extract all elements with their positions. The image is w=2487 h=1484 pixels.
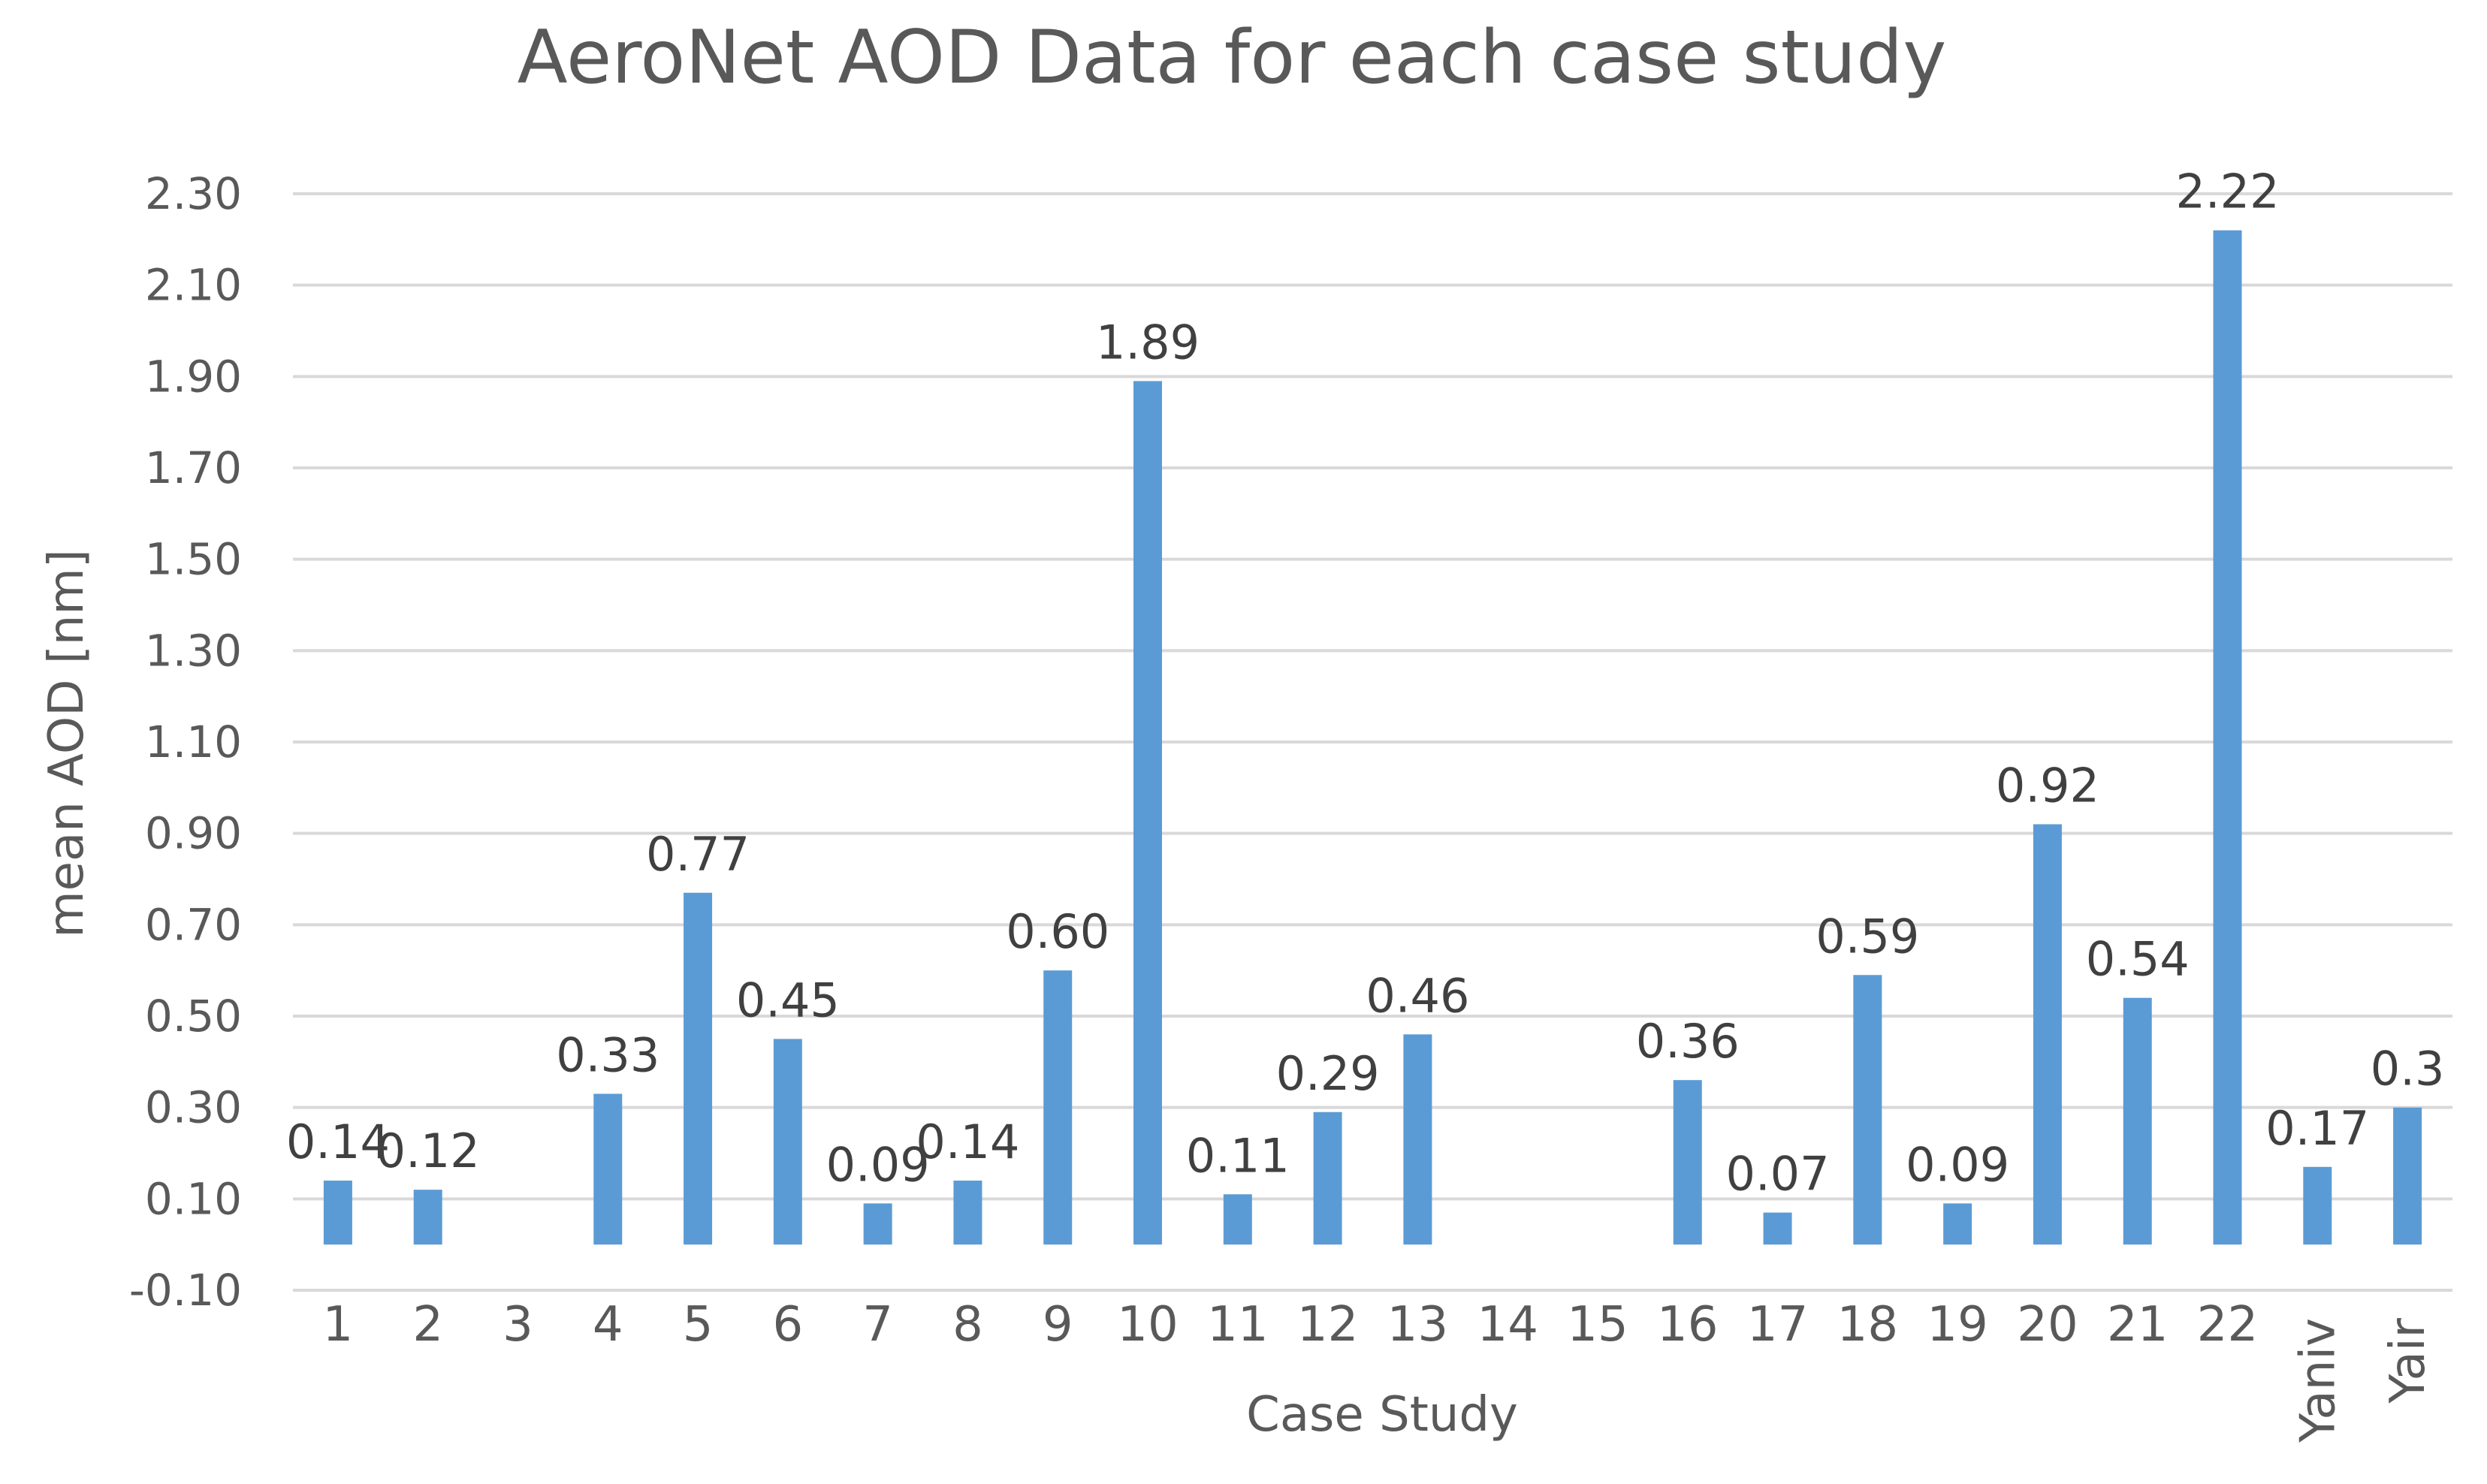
bar <box>413 1190 442 1245</box>
y-tick-label: 0.50 <box>145 991 242 1042</box>
bar <box>1043 970 1073 1245</box>
x-tick-label: 11 <box>1207 1297 1268 1353</box>
data-label: 0.11 <box>1186 1128 1290 1183</box>
bar <box>1133 381 1163 1245</box>
data-label: 0.07 <box>1726 1147 1830 1202</box>
data-label: 0.60 <box>1006 904 1109 959</box>
y-tick-label: 0.90 <box>145 808 242 859</box>
bar <box>1763 1212 1792 1245</box>
data-label: 0.14 <box>916 1115 1019 1169</box>
gridlines <box>293 192 2452 1292</box>
x-tick-label: 19 <box>1927 1297 1987 1353</box>
data-label: 0.29 <box>1276 1046 1380 1101</box>
y-axis-label: mean AOD [nm] <box>39 549 95 937</box>
x-tick-label: 14 <box>1477 1297 1538 1353</box>
y-tick-label: -0.10 <box>129 1265 242 1316</box>
y-tick-label: 2.30 <box>145 168 242 219</box>
data-label: 0.14 <box>286 1115 390 1169</box>
x-tick-label: 18 <box>1837 1297 1898 1353</box>
bar <box>1403 1034 1432 1245</box>
data-label: 0.54 <box>2086 932 2190 987</box>
data-label: 0.17 <box>2265 1101 2369 1156</box>
x-tick-label: Yair <box>2380 1317 2436 1404</box>
x-tick-label: 16 <box>1657 1297 1718 1353</box>
data-label: 0.09 <box>1906 1137 2009 1192</box>
bar <box>1853 975 1882 1245</box>
data-label: 0.12 <box>376 1124 480 1178</box>
x-tick-label: 10 <box>1117 1297 1178 1353</box>
bar <box>863 1203 892 1245</box>
data-label: 0.09 <box>826 1137 930 1192</box>
x-tick-label: 17 <box>1747 1297 1808 1353</box>
x-tick-label: 8 <box>952 1297 983 1353</box>
x-tick-label: 20 <box>2017 1297 2078 1353</box>
x-tick-label: 15 <box>1567 1297 1628 1353</box>
bar <box>953 1181 982 1245</box>
bar <box>684 892 713 1245</box>
data-label: 0.46 <box>1366 968 1469 1023</box>
bar <box>593 1093 623 1245</box>
x-tick-label: 1 <box>323 1297 354 1353</box>
x-tick-label: 7 <box>862 1297 893 1353</box>
data-label: 2.22 <box>2175 164 2279 219</box>
bar <box>2303 1166 2332 1245</box>
data-label: 0.45 <box>736 973 840 1027</box>
bar <box>1673 1080 1702 1245</box>
data-label: 0.33 <box>556 1027 659 1082</box>
bar <box>1943 1203 1972 1245</box>
bar <box>2033 824 2062 1245</box>
y-tick-label: 1.70 <box>145 442 242 493</box>
x-tick-label: 12 <box>1297 1297 1358 1353</box>
y-tick-label: 0.30 <box>145 1082 242 1133</box>
bar <box>2393 1107 2422 1245</box>
x-tick-label: 4 <box>593 1297 623 1353</box>
x-tick-label: 9 <box>1043 1297 1073 1353</box>
y-tick-label: 1.50 <box>145 534 242 585</box>
data-labels: 0.140.120.330.770.450.090.140.601.890.11… <box>286 164 2445 1202</box>
y-tick-label: 0.70 <box>145 899 242 950</box>
y-tick-label: 0.10 <box>145 1173 242 1224</box>
bar <box>323 1181 352 1245</box>
x-axis-label: Case Study <box>1246 1387 1518 1443</box>
x-tick-label: 3 <box>503 1297 533 1353</box>
data-label: 0.59 <box>1815 909 1919 964</box>
x-tick-label: 6 <box>772 1297 803 1353</box>
bar <box>2123 997 2152 1245</box>
data-label: 1.89 <box>1096 315 1200 369</box>
y-tick-label: 1.10 <box>145 716 242 768</box>
x-tick-label: 22 <box>2197 1297 2258 1353</box>
x-tick-label: Yaniv <box>2290 1318 2346 1443</box>
data-label: 0.36 <box>1636 1014 1740 1069</box>
data-label: 0.92 <box>1996 759 2099 813</box>
data-label: 0.77 <box>646 827 750 882</box>
x-axis-ticks: 1 2 3 4 5 6 7 8 9 10 11 12 13 14 15 16 17 18 19 20 21 22 Yaniv… <box>323 1297 2437 1443</box>
x-tick-label: 5 <box>683 1297 714 1353</box>
y-tick-label: 1.30 <box>145 625 242 676</box>
chart-title: AeroNet AOD Data for each case study <box>518 15 1947 101</box>
data-label: 0.3 <box>2371 1042 2445 1096</box>
bar <box>1223 1194 1252 1245</box>
x-tick-label: 2 <box>412 1297 443 1353</box>
y-tick-label: 1.90 <box>145 351 242 402</box>
bar <box>773 1039 802 1245</box>
y-tick-label: 2.10 <box>145 260 242 311</box>
bars <box>323 230 2422 1245</box>
bar <box>2213 230 2242 1245</box>
x-tick-label: 13 <box>1387 1297 1448 1353</box>
y-axis-ticks: -0.10 0.10 0.30 0.50 0.70 0.90 1.10 1.30 1.50 1.7… <box>129 168 242 1316</box>
x-tick-label: 21 <box>2107 1297 2168 1353</box>
bar <box>1313 1111 1342 1245</box>
